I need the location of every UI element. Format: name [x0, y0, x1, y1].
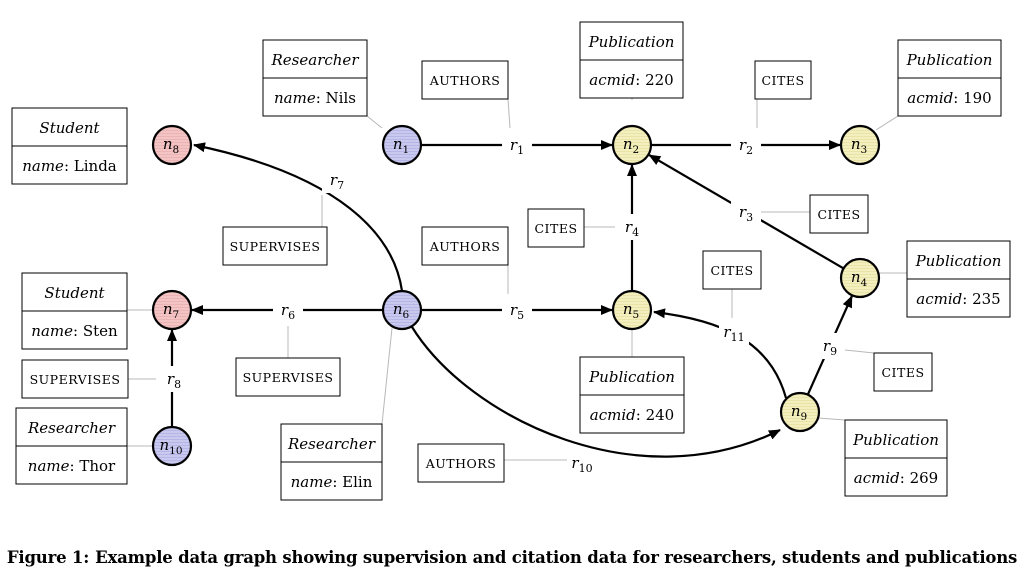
property-box-label: Researcher: [287, 435, 376, 453]
leader-line: [366, 115, 383, 129]
property-box-n10: Researcher name: Thor: [15, 407, 128, 485]
property-box-label: Publication: [915, 252, 1002, 270]
node-n6: [381, 289, 423, 331]
node-n1: [381, 124, 423, 166]
edge-type-box-r7: SUPERVISES: [222, 226, 328, 266]
leader-line: [875, 115, 899, 131]
property-box-n4: Publication acmid: 235: [906, 240, 1011, 318]
edge-type-box-r9: CITES: [873, 352, 933, 392]
node-n8: [151, 124, 193, 166]
property-box-n8: Student name: Linda: [11, 107, 128, 185]
edge-type-box-r2: CITES: [754, 60, 812, 100]
edge-label-bg: [502, 297, 532, 323]
edge-type-box-r11: CITES: [702, 250, 762, 290]
edge-label-bg: [273, 297, 303, 323]
edge-label-bg: [617, 214, 647, 240]
edge-type-label: AUTHORS: [429, 239, 501, 254]
edge-type-label: CITES: [710, 263, 753, 278]
property-box-value: name: Elin: [291, 473, 373, 491]
property-box-value: acmid: 269: [854, 469, 938, 487]
property-box-value: acmid: 190: [907, 89, 991, 107]
edge-type-box-r3: CITES: [809, 194, 869, 234]
edge-type-label: SUPERVISES: [30, 372, 121, 387]
edge-label-bg: [719, 319, 749, 345]
property-box-n9: Publication acmid: 269: [844, 419, 948, 497]
leader-line: [844, 349, 875, 354]
edge-type-label: CITES: [761, 73, 804, 88]
edge-type-label: CITES: [817, 207, 860, 222]
leader-line: [817, 417, 846, 421]
property-box-n7: Student name: Sten: [21, 272, 128, 350]
node-n2: [611, 124, 653, 166]
edge-type-label: SUPERVISES: [230, 239, 321, 254]
property-box-n1: Researcher name: Nils: [262, 39, 368, 117]
property-box-value: name: Linda: [22, 157, 117, 175]
edge-type-label: CITES: [881, 365, 924, 380]
figure-caption: Figure 1: Example data graph showing supe…: [0, 548, 1024, 567]
node-n4: [839, 257, 881, 299]
property-box-label: Publication: [588, 368, 675, 386]
property-box-n3: Publication acmid: 190: [897, 39, 1002, 117]
property-box-label: Publication: [852, 431, 939, 449]
edge-type-box-r1: AUTHORS: [421, 60, 509, 100]
property-box-label: Researcher: [271, 51, 360, 69]
edge-type-box-r8: SUPERVISES: [21, 359, 129, 399]
node-n9: [779, 391, 821, 433]
property-box-label: Publication: [588, 33, 675, 51]
edge-label-bg: [502, 132, 532, 158]
edge-type-label: SUPERVISES: [243, 370, 334, 385]
edge-label-bg: [815, 333, 845, 359]
property-box-value: name: Nils: [274, 89, 356, 107]
edge-type-box-r6: SUPERVISES: [235, 357, 341, 397]
property-box-label: Researcher: [27, 419, 116, 437]
edge-type-box-r4: CITES: [527, 208, 585, 248]
edge-label-bg: [731, 199, 761, 225]
property-box-value: name: Sten: [31, 322, 118, 340]
edge-r7: [193, 142, 404, 292]
caption-figure-number: Figure 1:: [6, 548, 90, 567]
node-n10: [151, 425, 193, 467]
property-box-label: Publication: [906, 51, 993, 69]
edge-type-box-r5: AUTHORS: [421, 226, 509, 266]
caption-text: Example data graph showing supervision a…: [95, 548, 1018, 567]
edge-type-label: CITES: [534, 221, 577, 236]
property-box-n2: Publication acmid: 220: [579, 21, 684, 99]
property-box-value: acmid: 220: [589, 71, 673, 89]
edge-type-label: AUTHORS: [425, 456, 497, 471]
label-boxes: Student name: Linda Researcher name: Nils Pu…: [11, 21, 1011, 501]
node-n7: [151, 289, 193, 331]
edge-label-bg: [322, 167, 352, 193]
edge-type-label: AUTHORS: [429, 73, 501, 88]
node-n5: [611, 289, 653, 331]
property-box-value: acmid: 235: [916, 290, 1000, 308]
edge-r10: [411, 326, 781, 458]
property-box-n5: Publication acmid: 240: [579, 356, 685, 434]
property-box-value: name: Thor: [28, 457, 116, 475]
leader-line: [507, 98, 511, 129]
edge-label-bg: [567, 450, 597, 476]
property-box-value: acmid: 240: [590, 406, 674, 424]
node-n3: [839, 124, 881, 166]
edge-type-box-r10: AUTHORS: [417, 443, 505, 483]
property-box-label: Student: [44, 284, 105, 302]
edge-label-bg: [731, 132, 761, 158]
leader-lines: [127, 98, 907, 461]
property-box-label: Student: [39, 119, 100, 137]
edge-label-bg: [159, 366, 189, 392]
property-box-n6: Researcher name: Elin: [280, 423, 383, 501]
leader-line: [381, 327, 393, 425]
